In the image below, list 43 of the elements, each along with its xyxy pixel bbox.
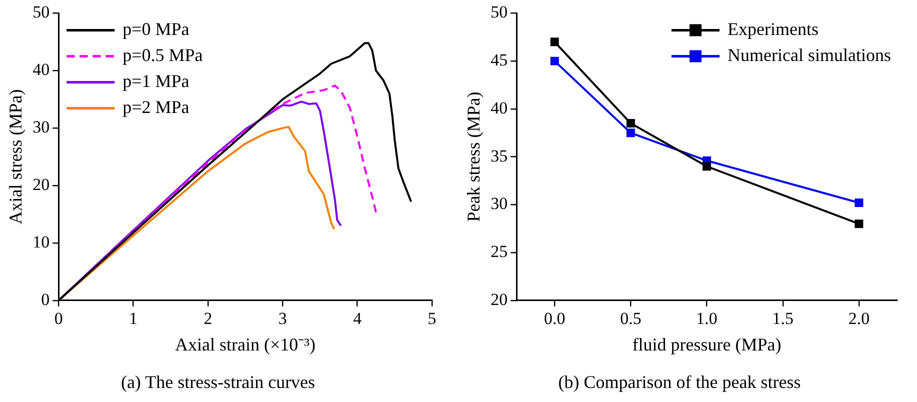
- x-tick-label: 3: [278, 309, 287, 328]
- point: [854, 220, 864, 228]
- y-tick-label: 20: [32, 174, 50, 194]
- y-tick-label: 40: [32, 60, 50, 80]
- point: [550, 38, 559, 46]
- point: [550, 56, 559, 66]
- point: [626, 128, 635, 138]
- y-tick-label: 10: [32, 232, 50, 252]
- x-tick-label: 4: [353, 309, 362, 328]
- legend-label: p=1 MPa: [122, 70, 190, 91]
- y-tick-label: 30: [490, 194, 508, 214]
- text: (b) Comparison of the peak stress: [558, 372, 801, 392]
- x-tick-label: 5: [428, 309, 436, 328]
- y-axis-title: Peak stress (MPa): [464, 92, 484, 222]
- y-tick-label: 0: [41, 290, 50, 309]
- x-tick-label: 1: [129, 309, 138, 328]
- y-axis-title: Axial stress (MPa): [6, 89, 26, 224]
- point: [702, 162, 712, 171]
- y-tick-label: 50: [490, 2, 508, 22]
- x-tick-label: 0.0: [544, 309, 566, 328]
- y-tick-label: 35: [490, 146, 508, 166]
- y-tick-label: 20: [490, 290, 508, 309]
- legend-label: p=0.5 MPa: [122, 44, 203, 65]
- legend-label: p=0 MPa: [122, 18, 190, 39]
- y-tick-label: 50: [32, 2, 50, 22]
- x-tick-label: 1.0: [696, 309, 718, 328]
- legend-label: Numerical simulations: [728, 44, 891, 65]
- y-tick-label: 30: [32, 118, 50, 137]
- y-tick-label: 25: [490, 242, 508, 261]
- x-tick-label: 0.5: [620, 309, 642, 328]
- point: [854, 198, 864, 207]
- legend-label: p=2 MPa: [122, 96, 190, 117]
- text: (a) The stress-strain curves: [120, 372, 316, 392]
- legend-label: Experiments: [728, 18, 819, 39]
- x-tick-label: 2.0: [848, 309, 870, 328]
- x-tick-label: 1.5: [772, 309, 794, 328]
- y-tick-label: 40: [490, 98, 508, 118]
- x-axis-title: fluid pressure (MPa): [632, 334, 782, 354]
- x-axis-title: Axial strain (×10⁻³): [175, 334, 316, 354]
- point: [626, 119, 635, 128]
- y-tick-label: 45: [490, 50, 508, 70]
- x-tick-label: 0: [54, 309, 63, 328]
- x-tick-label: 2: [204, 309, 212, 328]
